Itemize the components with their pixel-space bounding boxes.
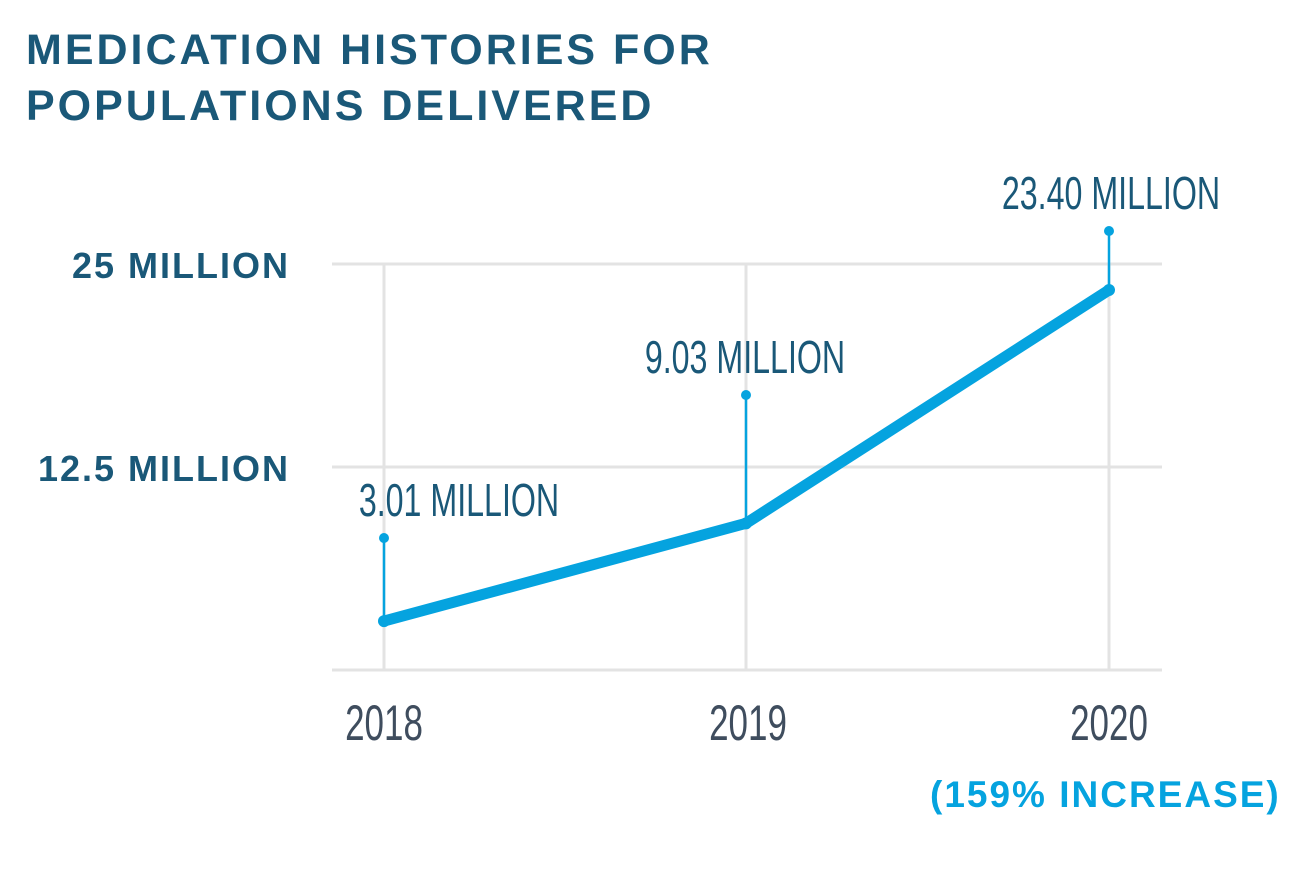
- chart-title-line-2: POPULATIONS DELIVERED: [26, 82, 655, 130]
- x-tick-label: 2018: [345, 696, 423, 752]
- y-tick-label: 12.5 MILLION: [38, 448, 290, 489]
- chart-title: MEDICATION HISTORIES FOR POPULATIONS DEL…: [26, 22, 713, 134]
- data-point: [1103, 283, 1115, 296]
- data-label-dot: [379, 533, 389, 543]
- data-label: 9.03 MILLION: [645, 332, 845, 383]
- data-point: [740, 517, 752, 530]
- data-label-dot: [741, 390, 751, 400]
- increase-annotation: (159% INCREASE): [930, 774, 1281, 815]
- x-tick-label: 2019: [709, 696, 787, 752]
- data-label: 3.01 MILLION: [359, 475, 559, 526]
- x-tick-label: 2020: [1070, 696, 1148, 752]
- y-tick-label: 25 MILLION: [72, 245, 290, 286]
- chart-title-line-1: MEDICATION HISTORIES FOR: [26, 26, 713, 74]
- data-label-dot: [1104, 226, 1114, 236]
- data-point: [378, 615, 390, 628]
- data-label: 23.40 MILLION: [1002, 168, 1220, 219]
